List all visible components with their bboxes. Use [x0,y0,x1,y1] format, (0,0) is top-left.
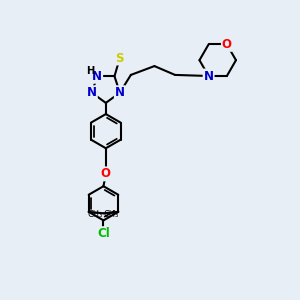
Text: O: O [101,167,111,180]
Text: CH₃: CH₃ [88,210,103,219]
Text: H: H [86,66,94,76]
Text: N: N [87,86,97,99]
Text: N: N [92,70,102,83]
Text: N: N [115,86,125,99]
Text: N: N [204,70,214,83]
Text: Cl: Cl [97,227,110,240]
Text: S: S [116,52,124,64]
Text: CH₃: CH₃ [104,210,119,219]
Text: O: O [222,38,232,51]
